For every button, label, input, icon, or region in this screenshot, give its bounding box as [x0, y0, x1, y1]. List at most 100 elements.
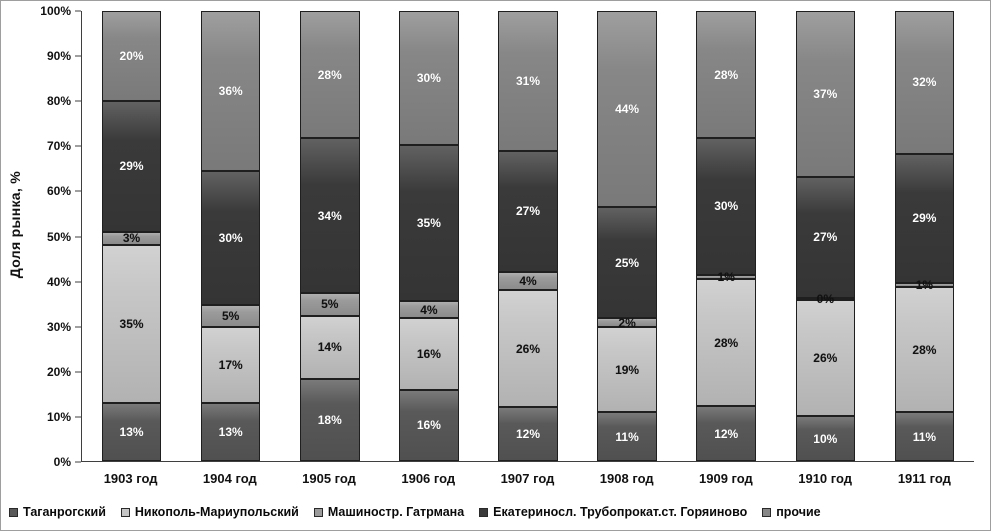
segment-label: 0%	[816, 291, 834, 306]
bar-segment: 36%	[200, 11, 261, 172]
bar-segment: 18%	[300, 379, 360, 461]
segment-label: 25%	[615, 255, 640, 270]
bar-segment: 32%	[894, 11, 955, 154]
segment-label: 29%	[119, 159, 144, 174]
segment-label: 31%	[515, 73, 540, 88]
segment-label: 4%	[519, 274, 537, 288]
bar: 13% 35% 3% 29% 20%	[101, 11, 162, 461]
segment-label: 44%	[615, 102, 640, 117]
y-tick-mark	[75, 145, 81, 147]
bar-segment: 44%	[597, 11, 657, 208]
bar-segment: 1%	[894, 279, 955, 291]
bar-segment: 30%	[200, 171, 261, 306]
legend-item: Машиностр. Гатрмана	[313, 505, 464, 519]
bar: 10% 26% 0% 27% 37%	[795, 11, 856, 461]
bar: 11% 19% 2% 25% 44%	[597, 11, 657, 461]
y-tick-label: 50%	[46, 229, 71, 244]
y-tick-label: 80%	[46, 94, 71, 109]
bar: 18% 14% 5% 34% 28%	[300, 11, 360, 461]
y-tick-label: 0%	[53, 455, 71, 469]
legend-label: Таганрогский	[23, 505, 106, 519]
segment-label: 36%	[218, 84, 243, 99]
segment-label: 11%	[615, 429, 639, 444]
y-tick-label: 40%	[46, 274, 71, 289]
legend-item: Никополь-Мариупольский	[120, 505, 299, 519]
bar-slot: 13% 17% 5% 30% 36%	[181, 11, 280, 461]
bar-segment: 12%	[696, 406, 756, 461]
segment-label: 1%	[915, 278, 934, 293]
bar-segment: 26%	[498, 290, 558, 407]
legend-swatch	[313, 507, 323, 517]
segment-label: 30%	[714, 199, 739, 214]
bar-segment: 34%	[300, 138, 360, 293]
segment-label: 37%	[813, 86, 838, 101]
bar-segment: 17%	[200, 327, 261, 404]
segment-label: 26%	[813, 350, 838, 365]
bar-segment: 20%	[101, 11, 162, 101]
bar-segment: 3%	[101, 231, 162, 246]
bar-slot: 12% 26% 4% 27% 31%	[478, 11, 577, 461]
legend-item: Екатериносл. Трубопрокат.ст. Горяиново	[479, 505, 747, 519]
segment-label: 16%	[416, 418, 441, 433]
bar-segment: 13%	[101, 402, 162, 461]
y-tick-mark	[75, 371, 81, 373]
segment-label: 5%	[321, 297, 339, 312]
bar-segment: 27%	[498, 150, 558, 272]
segment-label: 35%	[416, 215, 441, 230]
y-tick-mark	[75, 416, 81, 418]
bar-slot: 16% 16% 4% 35% 30%	[379, 11, 478, 461]
y-axis-title: Доля рынка, %	[7, 170, 23, 279]
segment-label: 11%	[912, 429, 937, 444]
x-tick-label: 1908 год	[599, 471, 654, 486]
x-axis: 1903 год 1904 год 1905 год 1906 год 1907 год…	[81, 462, 974, 498]
bar-segment: 25%	[597, 207, 657, 319]
x-tick-label: 1910 год	[798, 471, 853, 486]
bar-segment: 30%	[696, 138, 756, 275]
segment-label: 30%	[416, 70, 441, 85]
segment-label: 3%	[122, 231, 141, 246]
y-tick-mark	[75, 326, 81, 328]
bar-slot: 10% 26% 0% 27% 37%	[776, 11, 875, 461]
bar-segment: 16%	[399, 318, 459, 390]
bar-segment: 28%	[696, 279, 756, 407]
bar-segment: 14%	[300, 315, 360, 380]
x-tick-label: 1907 год	[500, 471, 555, 486]
bar-segment: 11%	[894, 412, 955, 461]
legend-label: Никополь-Мариупольский	[134, 505, 299, 519]
y-tick-mark	[75, 190, 81, 192]
y-axis-title-column: Доля рынка, %	[1, 11, 29, 498]
y-tick-label: 60%	[46, 184, 71, 199]
segment-label: 10%	[813, 431, 838, 446]
segment-label: 27%	[515, 204, 540, 219]
bar-segment: 37%	[795, 11, 856, 177]
y-tick-label: 100%	[40, 4, 71, 18]
segment-label: 20%	[119, 49, 144, 63]
y-tick-label: 20%	[46, 364, 71, 379]
bar-segment: 12%	[498, 407, 558, 461]
segment-label: 13%	[218, 425, 243, 440]
x-tick-label: 1909 год	[699, 471, 753, 486]
bar-segment: 5%	[200, 305, 261, 328]
bar-segment: 35%	[101, 245, 162, 403]
segment-label: 14%	[317, 340, 342, 355]
segment-label: 4%	[420, 302, 438, 317]
bar-slot: 11% 19% 2% 25% 44%	[578, 11, 677, 461]
legend-label: прочие	[776, 505, 821, 519]
segment-label: 27%	[813, 230, 838, 245]
legend-label: Екатериносл. Трубопрокат.ст. Горяиново	[493, 505, 748, 519]
bar-segment: 1%	[696, 271, 756, 283]
y-tick-mark	[75, 10, 81, 12]
segment-label: 18%	[317, 413, 342, 428]
x-tick-label: 1906 год	[401, 471, 456, 486]
legend-swatch	[9, 507, 18, 517]
segment-label: 17%	[218, 358, 243, 373]
y-tick-mark	[75, 55, 81, 57]
bar-segment: 11%	[597, 412, 657, 461]
segment-label: 28%	[714, 335, 739, 350]
bar-slot: 18% 14% 5% 34% 28%	[280, 11, 379, 461]
segment-label: 28%	[912, 342, 937, 357]
x-tick-label: 1903 год	[103, 471, 158, 486]
bar-slot: 11% 28% 1% 29% 32%	[875, 11, 974, 461]
bar-segment: 16%	[399, 389, 459, 461]
x-tick-label: 1904 год	[202, 471, 257, 486]
